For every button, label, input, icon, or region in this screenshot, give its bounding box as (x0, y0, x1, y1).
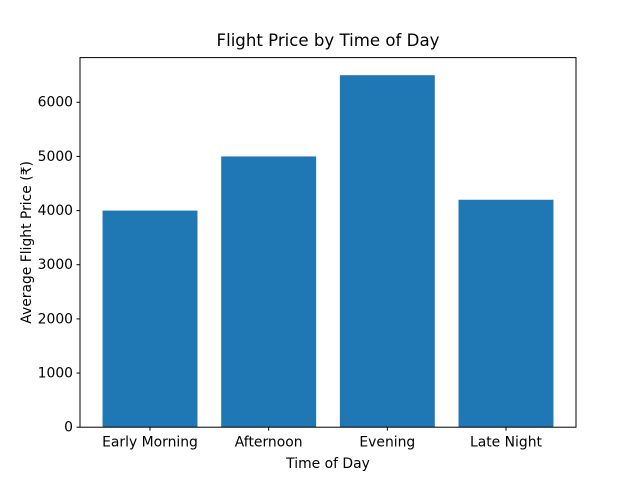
plot-border (79, 57, 577, 428)
y-tick-label: 5000 (38, 149, 73, 165)
ticks-layer: 0 1000 2000 3000 4000 5000 6000 Early Morning Af… (38, 95, 543, 451)
bars-layer (102, 75, 554, 428)
y-tick-label: 6000 (38, 95, 73, 111)
y-tick-label: 1000 (38, 365, 73, 381)
x-axis-label: Time of Day (285, 456, 370, 472)
x-tick-label-early-morning: Early Morning (102, 435, 198, 451)
y-tick-label: 4000 (38, 203, 73, 219)
y-tick-label: 0 (64, 420, 73, 436)
bar-late-night (458, 199, 554, 428)
bar-early-morning (102, 210, 198, 428)
y-tick-label: 3000 (38, 257, 73, 273)
bar-evening (339, 75, 435, 428)
x-tick-label-late-night: Late Night (470, 435, 543, 451)
chart-title: Flight Price by Time of Day (217, 31, 440, 50)
x-tick-label-afternoon: Afternoon (235, 435, 303, 451)
y-tick-label: 2000 (38, 311, 73, 327)
bar-afternoon (221, 156, 317, 428)
x-tick-label-evening: Evening (359, 435, 415, 451)
y-axis-label: Average Flight Price (₹) (19, 161, 35, 324)
